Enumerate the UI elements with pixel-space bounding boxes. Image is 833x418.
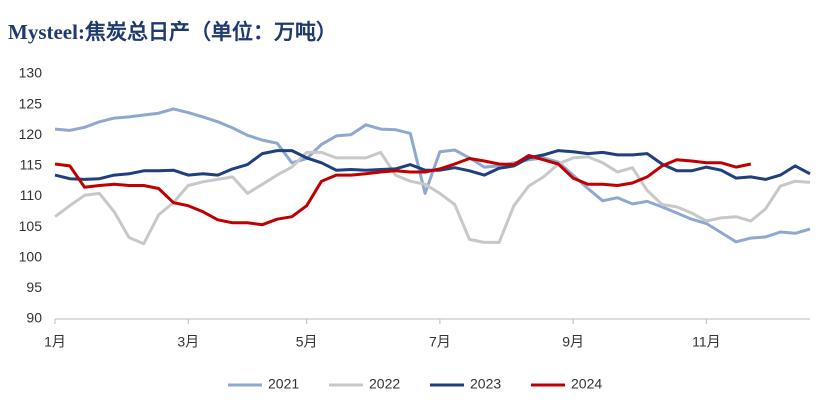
- y-tick-label: 130: [19, 65, 43, 81]
- y-tick-label: 120: [19, 126, 43, 142]
- legend-label: 2022: [369, 376, 400, 392]
- series-line: [54, 107, 811, 244]
- legend-label: 2024: [571, 376, 602, 392]
- y-tick-label: 90: [26, 310, 42, 326]
- y-tick-label: 105: [19, 218, 43, 234]
- x-tick-label: 5月: [296, 334, 318, 350]
- x-tick-label: 3月: [177, 334, 199, 350]
- x-tick-label: 1月: [44, 334, 66, 350]
- x-tick-label: 11月: [692, 334, 721, 350]
- legend-label: 2023: [470, 376, 501, 392]
- legend-label: 2021: [268, 376, 299, 392]
- y-tick-label: 100: [19, 248, 43, 264]
- y-tick-label: 95: [26, 279, 42, 295]
- y-tick-label: 110: [20, 187, 43, 203]
- y-tick-label: 125: [19, 95, 43, 111]
- y-tick-label: 115: [20, 157, 43, 173]
- chart-title: Mysteel:焦炭总日产（单位：万吨）: [8, 20, 337, 44]
- series-line: [54, 154, 752, 227]
- x-tick-label: 7月: [429, 334, 451, 350]
- x-tick-label: 9月: [562, 334, 584, 350]
- series-line: [54, 150, 811, 246]
